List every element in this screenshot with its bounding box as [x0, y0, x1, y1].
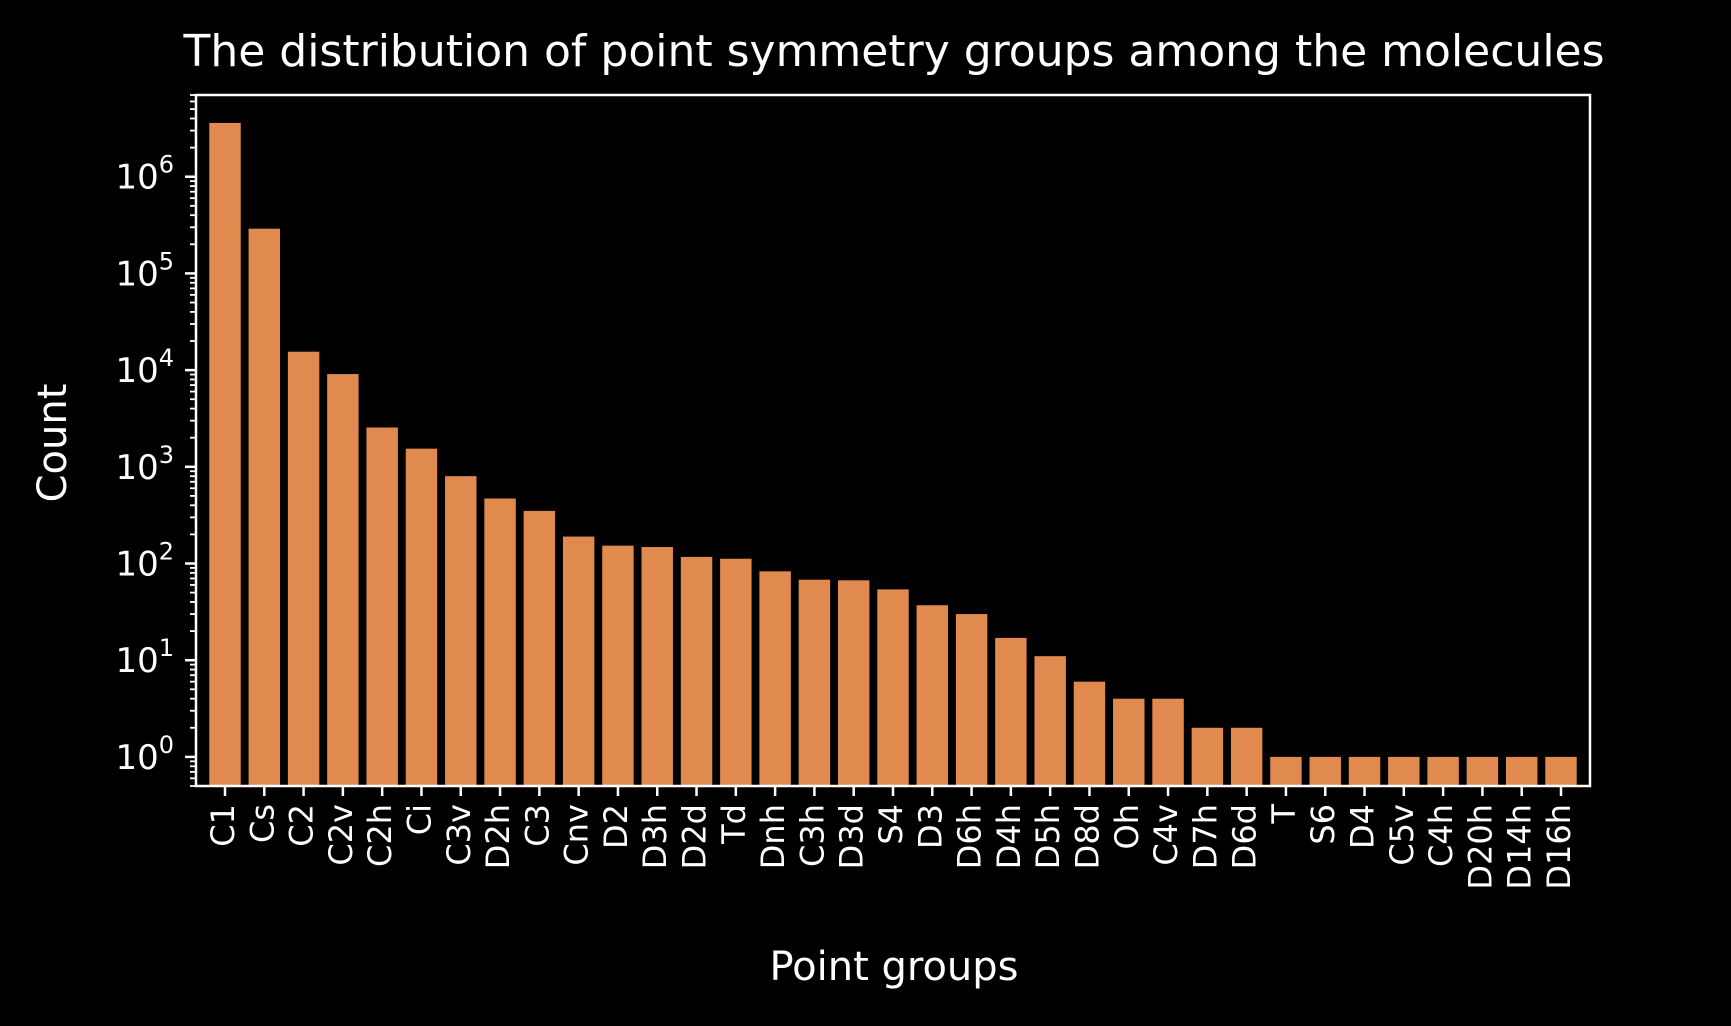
x-tick-label-d7h: D7h — [1186, 804, 1224, 869]
y-tick-label: 101 — [115, 634, 174, 681]
bar-d6h — [955, 614, 988, 786]
bar-d14h — [1505, 756, 1538, 786]
x-tick-label-d20h: D20h — [1461, 804, 1499, 890]
x-tick-label-d5h: D5h — [1029, 804, 1067, 869]
bar-c2v — [327, 374, 359, 786]
bar-c1 — [209, 122, 241, 787]
bar-d2d — [680, 556, 713, 786]
bar-cnv — [562, 536, 595, 786]
y-tick-label: 105 — [115, 247, 174, 294]
bar-t — [1270, 756, 1302, 786]
y-tick-label: 104 — [115, 344, 174, 391]
y-tick-label: 106 — [115, 151, 174, 198]
x-tick-label-c3v: C3v — [440, 804, 478, 866]
x-tick-label-ci: Ci — [400, 804, 438, 835]
bar-c2h — [366, 427, 398, 786]
plot-frame — [194, 93, 1592, 788]
bar-d20h — [1466, 756, 1499, 786]
x-tick-label-d2d: D2d — [676, 804, 714, 869]
x-tick-label-d16h: D16h — [1540, 804, 1578, 890]
x-tick-label-s4: S4 — [872, 804, 910, 845]
x-tick-label-c2v: C2v — [322, 804, 360, 866]
bar-d8d — [1073, 681, 1106, 786]
bar-d3h — [641, 547, 673, 786]
y-tick-label: 103 — [115, 441, 174, 488]
x-tick-label-d3d: D3d — [833, 804, 871, 869]
y-axis-label: Count — [30, 384, 76, 503]
bar-ci — [405, 448, 438, 786]
x-tick-label-dnh: Dnh — [754, 804, 792, 869]
x-tick-label-d8d: D8d — [1068, 804, 1106, 869]
bar-c4v — [1152, 698, 1184, 786]
bar-d2 — [602, 545, 634, 786]
bars-layer — [209, 122, 1577, 787]
bar-d6d — [1230, 727, 1263, 786]
bar-td — [720, 558, 752, 786]
bar-s4 — [877, 589, 909, 786]
x-tick-label-c5v: C5v — [1383, 804, 1421, 866]
x-tick-label-d6d: D6d — [1226, 804, 1264, 869]
x-tick-label-d6h: D6h — [951, 804, 989, 869]
x-tick-label-c2h: C2h — [361, 804, 399, 867]
bar-d16h — [1545, 756, 1577, 786]
x-tick-label-d3h: D3h — [636, 804, 674, 869]
x-tick-label-oh: Oh — [1108, 804, 1146, 849]
x-tick-label-d2h: D2h — [479, 804, 517, 869]
x-tick-label-c3h: C3h — [793, 804, 831, 867]
bar-c2 — [287, 351, 320, 786]
x-tick-label-d4: D4 — [1344, 804, 1382, 849]
bar-d3d — [837, 580, 870, 786]
x-tick-label-d4h: D4h — [990, 804, 1028, 869]
bar-cs — [248, 228, 281, 786]
bar-d4h — [995, 637, 1027, 786]
x-tick-label-c1: C1 — [204, 804, 242, 847]
bar-d3 — [916, 605, 949, 786]
bar-c3v — [445, 476, 477, 786]
bar-d5h — [1034, 656, 1066, 786]
chart-title: The distribution of point symmetry group… — [182, 26, 1604, 77]
y-tick-label: 100 — [115, 731, 174, 778]
x-tick-label-d2: D2 — [597, 804, 635, 849]
x-tick-label-c4v: C4v — [1147, 804, 1185, 866]
bar-c5v — [1388, 756, 1420, 786]
x-tick-label-d14h: D14h — [1501, 804, 1539, 890]
bar-d4 — [1348, 756, 1381, 786]
bar-c3 — [523, 510, 556, 786]
bar-dnh — [759, 571, 791, 786]
x-tick-label-c2: C2 — [283, 804, 321, 847]
x-tick-label-c4h: C4h — [1422, 804, 1460, 867]
x-tick-label-td: Td — [715, 804, 753, 845]
bar-d7h — [1191, 727, 1224, 786]
x-tick-label-s6: S6 — [1304, 804, 1342, 845]
x-tick-label-c3: C3 — [518, 804, 556, 847]
x-tick-label-d3: D3 — [911, 804, 949, 849]
bar-oh — [1113, 698, 1145, 786]
x-axis-label: Point groups — [769, 944, 1018, 990]
bar-c4h — [1427, 756, 1459, 786]
x-axis: C1 Cs C2 C2v C2h Ci C3v D2h C3 Cnv D2 D3h D2d Td Dnh C3… — [204, 786, 1578, 890]
x-tick-label-cs: Cs — [243, 804, 281, 843]
x-tick-label-cnv: Cnv — [558, 804, 596, 866]
bar-c3h — [798, 579, 831, 786]
x-tick-label-t: T — [1265, 804, 1303, 825]
bar-s6 — [1309, 756, 1341, 786]
bar-d2h — [484, 498, 516, 786]
y-tick-label: 102 — [115, 538, 174, 585]
